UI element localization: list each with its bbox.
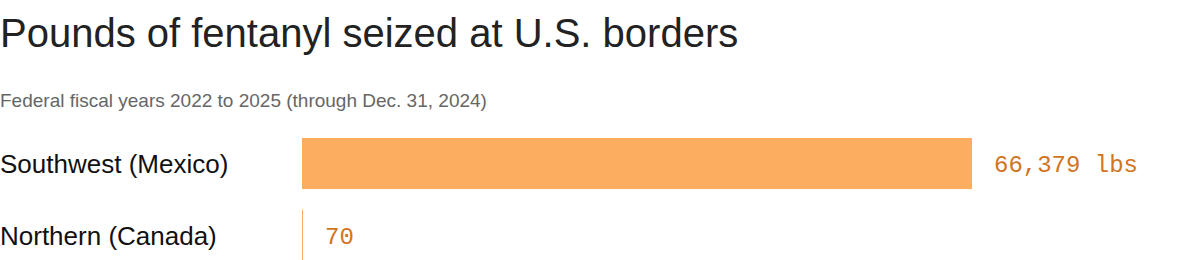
bar: [302, 138, 972, 189]
chart-svg: Pounds of fentanyl seized at U.S. border…: [0, 0, 1200, 260]
chart-container: Pounds of fentanyl seized at U.S. border…: [0, 0, 1200, 260]
category-labels: Southwest (Mexico) Northern (Canada): [0, 149, 228, 251]
data-labels: 66,379 lbs 70: [325, 152, 1138, 251]
category-label: Northern (Canada): [0, 221, 217, 251]
data-label: 70: [325, 224, 354, 251]
data-label: 66,379 lbs: [994, 152, 1138, 179]
bar: [302, 210, 303, 260]
title: Pounds of fentanyl seized at U.S. border…: [0, 11, 738, 55]
category-label: Southwest (Mexico): [0, 149, 228, 179]
subtitle: Federal fiscal years 2022 to 2025 (throu…: [0, 90, 487, 111]
bars: [302, 138, 972, 260]
